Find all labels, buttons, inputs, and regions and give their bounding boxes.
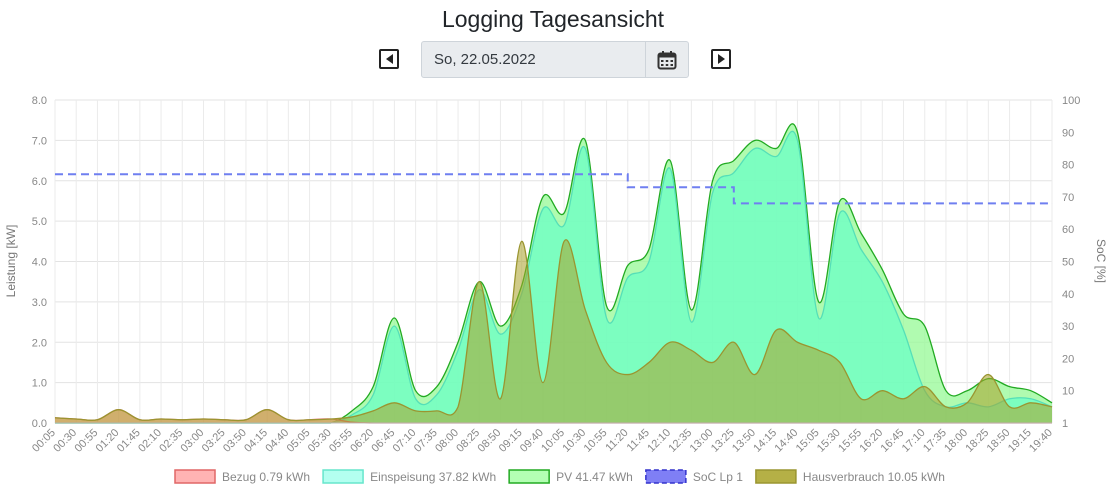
legend-label: Einspeisung 37.82 kWh [370, 470, 496, 484]
x-tick-label: 19:15 [1006, 427, 1034, 455]
x-tick-label: 17:35 [921, 427, 949, 455]
chart-areas [54, 123, 1053, 424]
x-tick-label: 06:20 [348, 427, 376, 455]
x-tick-label: 18:00 [942, 427, 970, 455]
x-tick-label: 04:40 [263, 427, 291, 455]
y2-tick-label: 30 [1062, 321, 1074, 333]
y2-tick-label: 60 [1062, 224, 1074, 236]
x-tick-label: 13:50 [730, 427, 758, 455]
x-tick-label: 14:15 [751, 427, 779, 455]
x-tick-label: 05:30 [306, 427, 334, 455]
x-tick-label: 10:55 [582, 427, 610, 455]
legend-item-pv[interactable]: PV 41.47 kWh [508, 469, 633, 484]
y-tick-label: 4.0 [32, 257, 47, 269]
x-tick-label: 18:25 [963, 427, 991, 455]
x-tick-label: 17:10 [900, 427, 928, 455]
y-tick-label: 0.0 [32, 418, 47, 430]
date-field[interactable]: So, 22.05.2022 [434, 51, 536, 68]
legend-swatch [755, 469, 797, 484]
y-tick-label: 1.0 [32, 378, 47, 390]
series-area-hausverbrauch [55, 239, 1052, 423]
x-tick-label: 13:00 [688, 427, 716, 455]
y2-tick-label: 50 [1062, 257, 1074, 269]
previous-day-button[interactable] [379, 49, 399, 69]
legend-item-soc[interactable]: SoC Lp 1 [645, 469, 743, 484]
x-tick-label: 16:20 [857, 427, 885, 455]
y-tick-label: 7.0 [32, 135, 47, 147]
y2-tick-label: 10 [1062, 386, 1074, 398]
y2-tick-label: 40 [1062, 289, 1074, 301]
legend-swatch [174, 469, 216, 484]
y2-axis-label: SoC [%] [1094, 239, 1106, 283]
calendar-button[interactable] [645, 42, 688, 77]
y-tick-label: 6.0 [32, 176, 47, 188]
caret-right-icon [717, 54, 725, 64]
y2-tick-label: 70 [1062, 192, 1074, 204]
legend-swatch [645, 469, 687, 484]
x-tick-label: 00:05 [30, 427, 58, 455]
x-tick-label: 03:00 [179, 427, 207, 455]
x-tick-label: 02:10 [136, 427, 164, 455]
x-tick-label: 03:25 [200, 427, 228, 455]
x-tick-label: 05:55 [327, 427, 355, 455]
chart-legend: Bezug 0.79 kWh Einspeisung 37.82 kWh PV 41… [174, 469, 945, 484]
x-tick-label: 01:45 [115, 427, 143, 455]
x-tick-label: 07:10 [391, 427, 419, 455]
x-tick-label: 00:30 [51, 427, 79, 455]
x-tick-label: 02:35 [157, 427, 185, 455]
series-line-soc-lp-1 [55, 173, 1052, 205]
x-tick-label: 01:20 [94, 427, 122, 455]
y2-tick-label: 100 [1062, 95, 1080, 107]
y2-tick-label: 20 [1062, 353, 1074, 365]
y-tick-label: 3.0 [32, 297, 47, 309]
x-tick-label: 09:40 [518, 427, 546, 455]
legend-label: PV 41.47 kWh [556, 470, 633, 484]
date-picker[interactable]: So, 22.05.2022 [421, 41, 689, 78]
legend-label: Bezug 0.79 kWh [222, 470, 310, 484]
x-tick-label: 10:05 [539, 427, 567, 455]
x-tick-label: 05:05 [285, 427, 313, 455]
date-navigation: So, 22.05.2022 [0, 41, 1106, 79]
x-tick-label: 08:00 [433, 427, 461, 455]
x-tick-label: 06:45 [369, 427, 397, 455]
x-tick-label: 15:05 [794, 427, 822, 455]
y2-tick-label: 90 [1062, 127, 1074, 139]
calendar-icon [657, 50, 677, 69]
x-tick-label: 13:25 [709, 427, 737, 455]
x-tick-label: 08:50 [476, 427, 504, 455]
x-tick-label: 11:20 [603, 427, 630, 454]
legend-swatch [508, 469, 550, 484]
x-tick-label: 19:40 [1027, 427, 1055, 455]
y-tick-label: 5.0 [32, 216, 47, 228]
y-tick-label: 2.0 [32, 337, 47, 349]
legend-swatch [322, 469, 364, 484]
x-tick-label: 16:45 [879, 427, 907, 455]
x-tick-label: 04:15 [242, 427, 270, 455]
next-day-button[interactable] [711, 49, 731, 69]
x-tick-label: 15:30 [815, 427, 843, 455]
legend-item-hausverbrauch[interactable]: Hausverbrauch 10.05 kWh [755, 469, 945, 484]
y-axis-label: Leistung [kW] [4, 225, 18, 298]
y2-tick-label: 1 [1062, 418, 1068, 430]
y-tick-label: 8.0 [32, 95, 47, 107]
legend-label: SoC Lp 1 [693, 470, 743, 484]
y2-tick-label: 80 [1062, 160, 1074, 172]
caret-left-icon [385, 54, 393, 64]
x-tick-label: 09:15 [497, 427, 525, 455]
x-tick-label: 08:25 [454, 427, 482, 455]
page-title: Logging Tagesansicht [441, 6, 665, 32]
x-tick-label: 12:10 [645, 427, 673, 455]
x-tick-label: 18:50 [985, 427, 1013, 455]
x-tick-label: 10:30 [560, 427, 588, 455]
x-tick-label: 03:50 [221, 427, 249, 455]
x-tick-label: 15:55 [836, 427, 864, 455]
legend-item-bezug[interactable]: Bezug 0.79 kWh [174, 469, 310, 484]
legend-item-einspeisung[interactable]: Einspeisung 37.82 kWh [322, 469, 496, 484]
legend-label: Hausverbrauch 10.05 kWh [803, 470, 945, 484]
x-tick-label: 14:40 [772, 427, 800, 455]
x-tick-label: 07:35 [412, 427, 440, 455]
x-tick-label: 12:35 [666, 427, 694, 455]
x-tick-label: 00:55 [72, 427, 100, 455]
